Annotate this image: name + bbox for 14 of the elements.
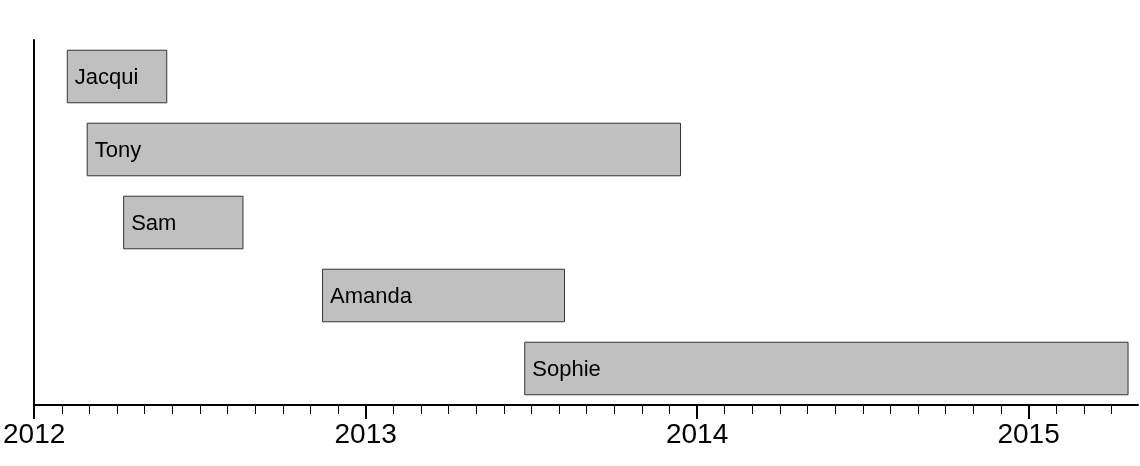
bar [66, 49, 168, 104]
bar [524, 341, 1129, 396]
bar [123, 195, 244, 250]
bar [86, 122, 682, 177]
y-tick-label: Jacqui [74, 64, 139, 89]
y-tick-label: Tony [94, 137, 142, 162]
x-tick-label: 2012 [3, 417, 66, 449]
y-tick-label: Sam [131, 210, 177, 235]
y-tick-label: Amanda [330, 283, 413, 308]
x-tick-label: 2014 [665, 417, 729, 449]
x-tick-label: 2015 [997, 417, 1060, 449]
x-tick-label: 2013 [334, 417, 397, 449]
y-tick-label: Sophie [532, 356, 601, 381]
bar [322, 268, 566, 323]
